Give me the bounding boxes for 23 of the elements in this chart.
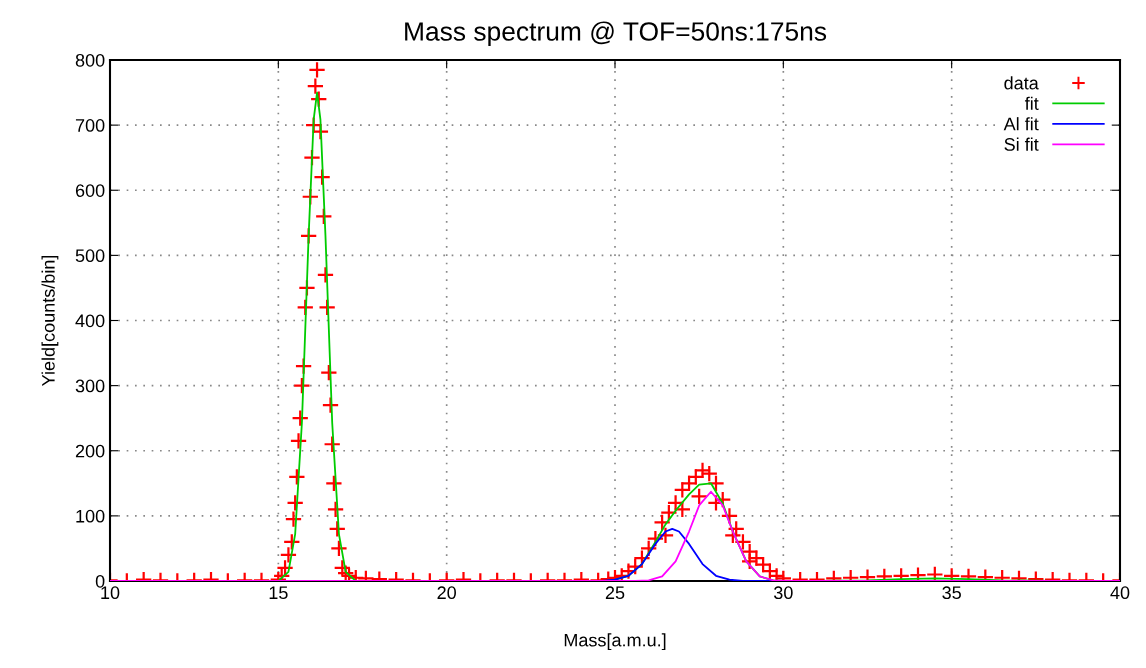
x-axis-title: Mass[a.m.u.] — [564, 633, 666, 651]
y-tick-label: 500 — [75, 249, 105, 263]
legend-label: Al fit — [1003, 117, 1039, 131]
y-tick-label: 100 — [76, 509, 105, 523]
x-tick-label: 15 — [269, 586, 288, 600]
y-tick-label: 400 — [75, 314, 105, 328]
y-tick-label: 200 — [75, 444, 105, 458]
legend-label: data — [1004, 76, 1039, 90]
chart-title: Mass spectrum @ TOF=50ns:175ns — [405, 21, 827, 47]
y-tick-label: 600 — [75, 184, 105, 197]
x-tick-label: 30 — [773, 586, 793, 600]
x-tick-label: 25 — [605, 586, 625, 600]
x-tick-label: 10 — [101, 586, 120, 600]
legend-label: Si fit — [1004, 137, 1039, 151]
x-tick-label: 20 — [437, 586, 456, 600]
x-tick-label: 35 — [942, 586, 961, 600]
y-tick-label: 300 — [75, 379, 105, 393]
y-tick-label: 0 — [95, 574, 105, 588]
legend-label: fit — [1024, 96, 1039, 110]
y-tick-label: 700 — [75, 119, 105, 132]
y-axis-title: Yield[counts/bin] — [41, 255, 59, 386]
x-tick-label: 40 — [1110, 586, 1130, 600]
y-tick-label: 800 — [75, 53, 105, 67]
